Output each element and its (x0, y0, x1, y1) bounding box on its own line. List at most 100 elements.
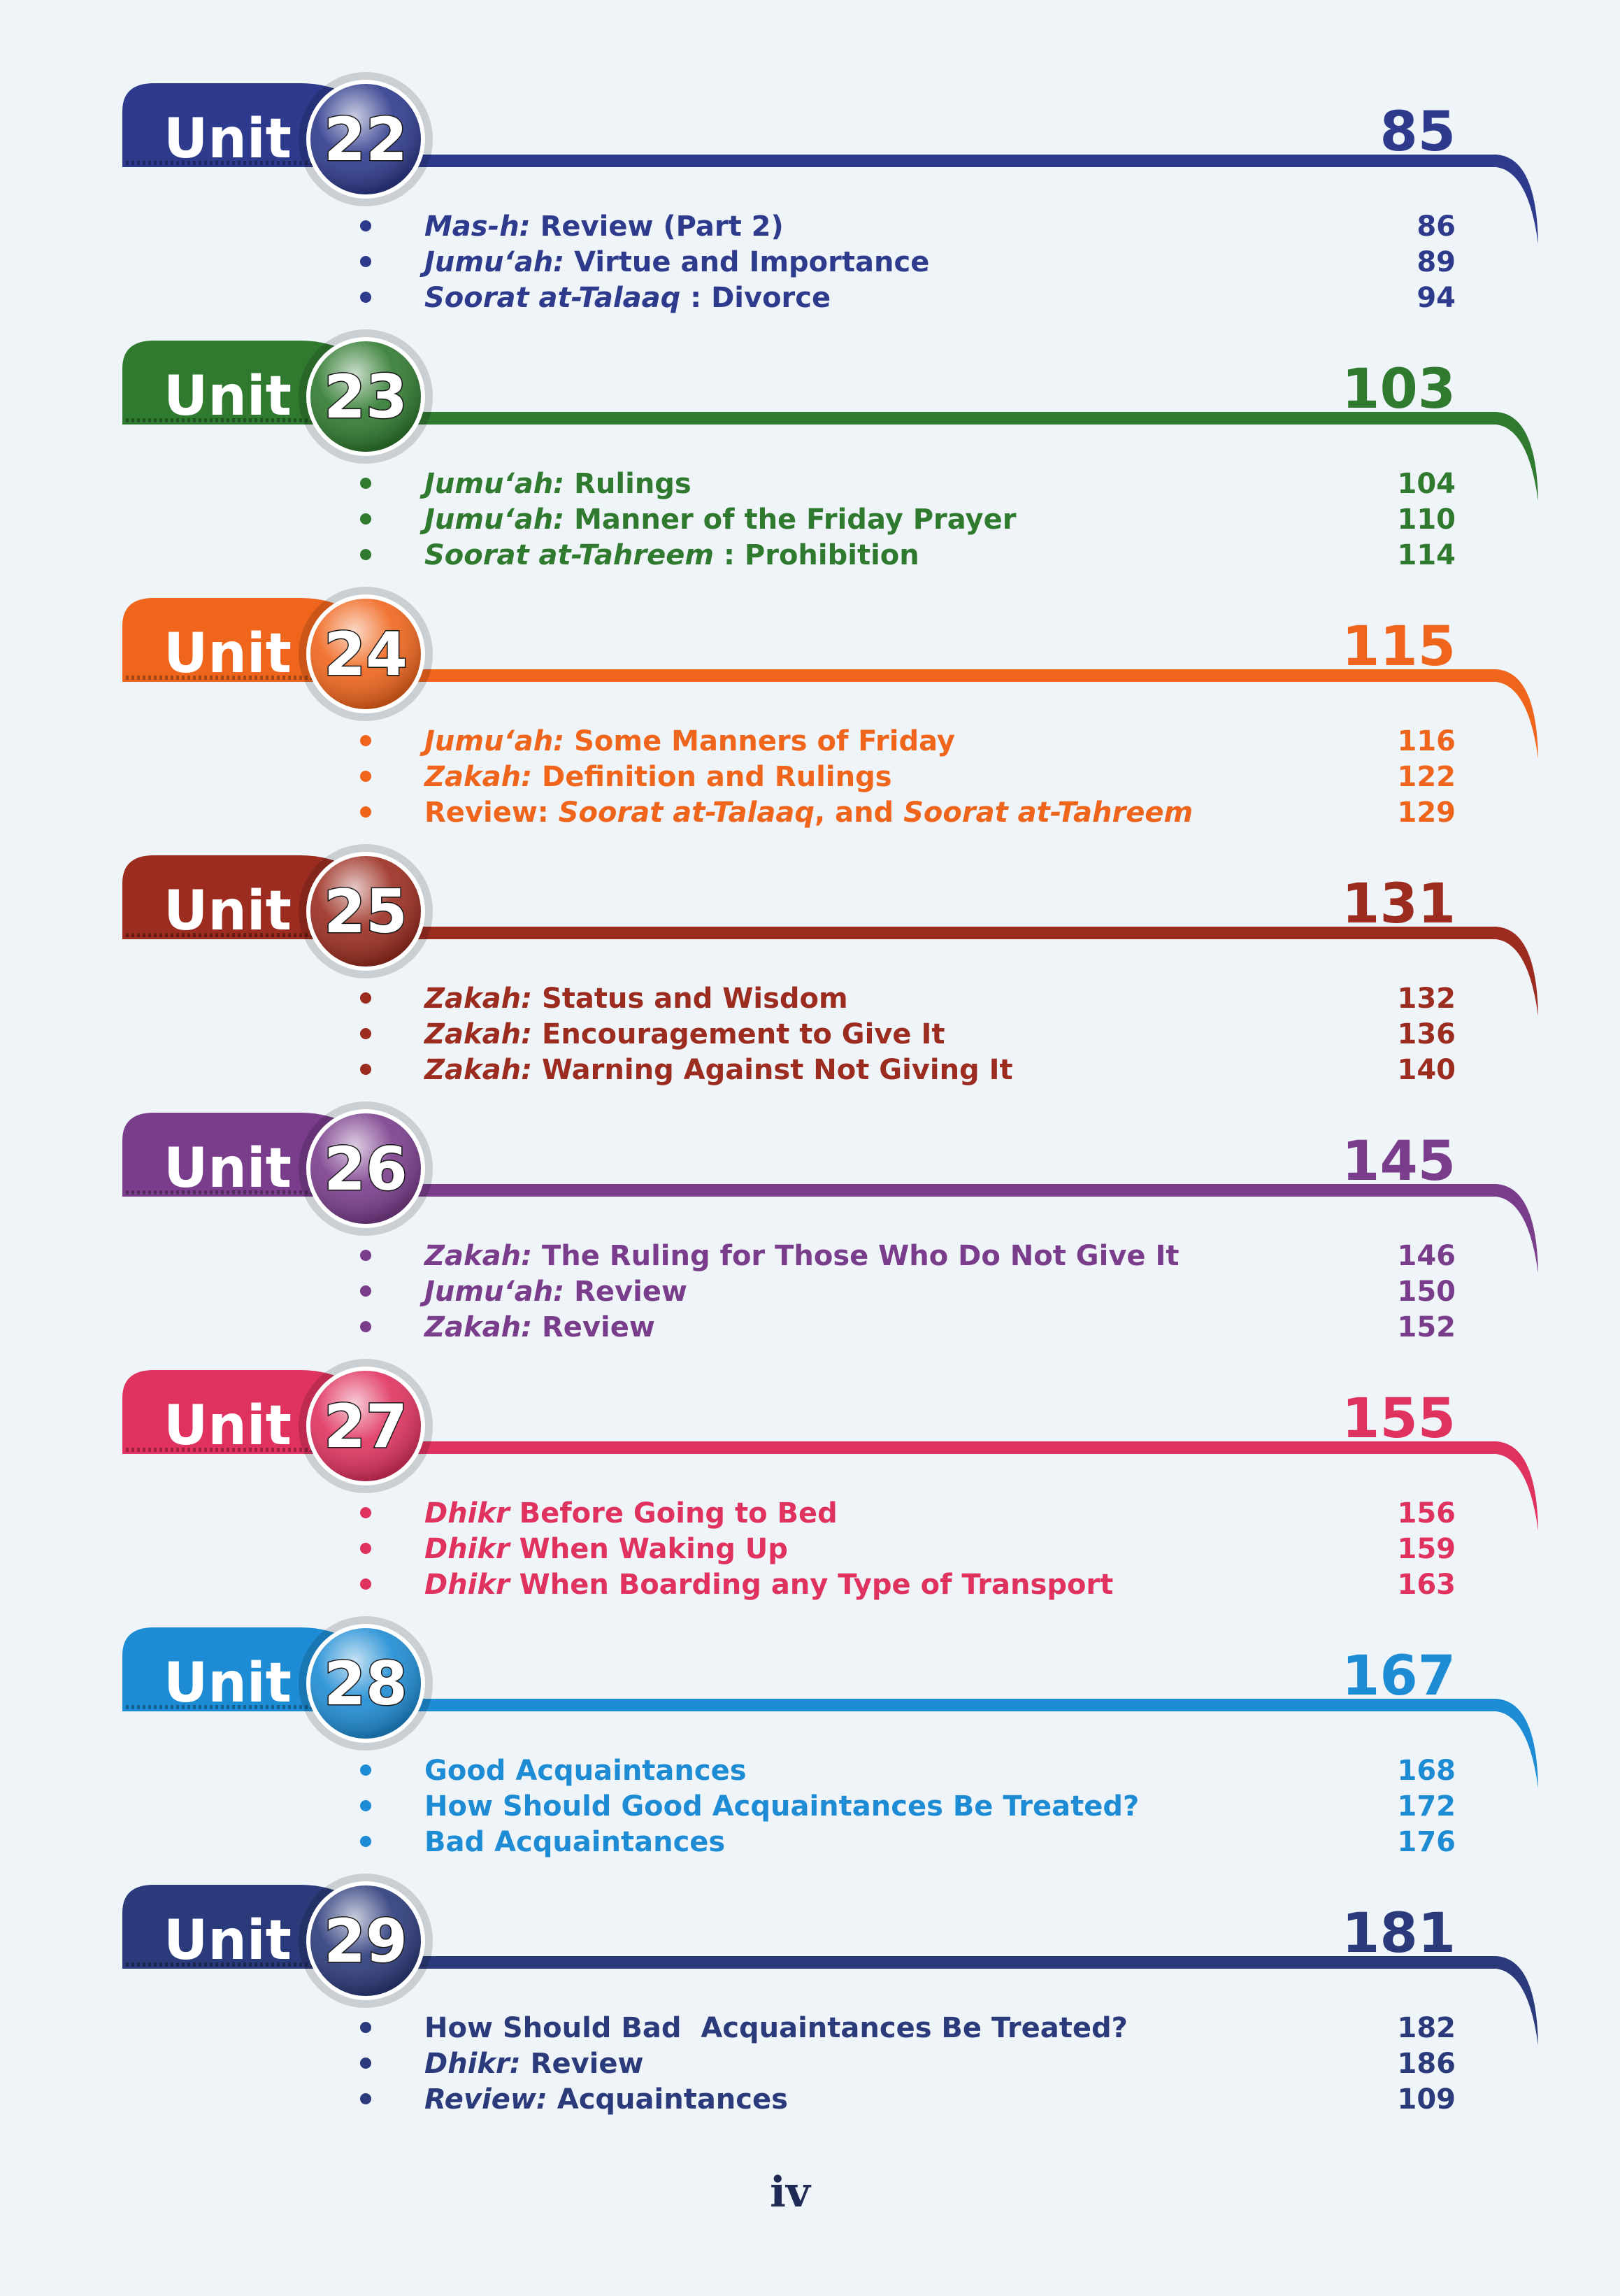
item-title: Good Acquaintances (424, 1755, 747, 1787)
item-segment: How Should Bad Acquaintances Be Treated? (424, 2012, 1128, 2044)
item-segment: Zakah: (423, 1240, 532, 1272)
item-segment: Definition and Rulings (532, 761, 891, 793)
item-segment: How Should Good Acquaintances Be Treated… (424, 1790, 1139, 1823)
item-page: 86 (1417, 211, 1456, 243)
item-page: 104 (1398, 468, 1456, 500)
item-title: Soorat at-Talaaq : Divorce (424, 282, 831, 314)
item-segment: Before Going to Bed (510, 1497, 838, 1530)
bullet (360, 1285, 371, 1297)
item-title: Zakah: Status and Wisdom (423, 983, 848, 1015)
item-segment: Review: (424, 2083, 547, 2116)
bullet (360, 992, 371, 1004)
unit-page: 155 (1342, 1388, 1456, 1450)
unit-number: 26 (324, 1134, 408, 1204)
item-segment: Warning Against Not Giving It (532, 1054, 1013, 1086)
item-title: Dhikr When Boarding any Type of Transpor… (424, 1569, 1113, 1601)
badge-shine (310, 1371, 421, 1481)
item-title: How Should Bad Acquaintances Be Treated? (424, 2012, 1128, 2044)
item-page: 122 (1398, 761, 1456, 793)
item-segment: Zakah: (423, 1018, 532, 1050)
item-segment: When Waking Up (510, 1533, 788, 1565)
item-segment: Review (521, 2048, 644, 2080)
item-title: Bad Acquaintances (424, 1826, 725, 1858)
item-segment: Bad Acquaintances (424, 1826, 725, 1858)
item-title: Zakah: Review (423, 1311, 655, 1343)
item-segment: : Prohibition (714, 539, 919, 571)
bullet (360, 1321, 371, 1332)
bullet (360, 1028, 371, 1039)
unit-block: Unit 27 155 Dhikr Before Going to Bed 156 Dhi… (122, 1359, 1538, 1601)
unit-block: Unit 28 167 Good Acquaintances 168 How Should… (122, 1616, 1538, 1858)
unit-page: 103 (1342, 358, 1456, 421)
unit-word: Unit (164, 365, 292, 428)
item-segment: Zakah: (423, 761, 532, 793)
item-title: Zakah: The Ruling for Those Who Do Not G… (423, 1240, 1179, 1272)
bullet (360, 513, 371, 525)
unit-page: 115 (1342, 615, 1456, 678)
unit-number: 22 (324, 105, 408, 175)
item-page: 182 (1398, 2012, 1456, 2044)
item-page: 136 (1398, 1018, 1456, 1050)
unit-word: Unit (164, 1395, 292, 1457)
item-segment: Manner of the Friday Prayer (564, 504, 1017, 536)
item-segment: Jumu‘ah: (420, 1276, 564, 1308)
item-segment: Dhikr (424, 1569, 511, 1601)
item-segment: Zakah: (423, 1311, 532, 1343)
item-page: 109 (1398, 2083, 1456, 2116)
badge-shine (310, 84, 421, 194)
unit-number: 23 (324, 362, 408, 432)
item-segment: Some Manners of Friday (564, 725, 955, 757)
badge-shine (310, 341, 421, 452)
unit-block: Unit 25 131 Zakah: Status and Wisdom 132 Zaka… (122, 844, 1538, 1086)
item-segment: Zakah: (423, 1054, 532, 1086)
item-page: 114 (1398, 539, 1456, 571)
item-title: Jumu‘ah: Virtue and Importance (420, 246, 929, 278)
unit-block: Unit 24 115 Jumu‘ah: Some Manners of Friday… (122, 587, 1538, 829)
badge-shine (310, 1628, 421, 1739)
item-title: Soorat at-Tahreem : Prohibition (424, 539, 919, 571)
unit-word: Unit (164, 1137, 292, 1200)
unit-word: Unit (164, 1652, 292, 1715)
folio: iv (770, 2168, 812, 2217)
bullet (360, 1800, 371, 1811)
unit-number: 28 (324, 1649, 408, 1719)
item-segment: Good Acquaintances (424, 1755, 747, 1787)
item-segment: When Boarding any Type of Transport (510, 1569, 1114, 1601)
item-page: 159 (1398, 1533, 1456, 1565)
item-segment: Encouragement to Give It (532, 1018, 945, 1050)
item-title: Dhikr Before Going to Bed (424, 1497, 838, 1530)
item-page: 163 (1398, 1569, 1456, 1601)
item-segment: Jumu‘ah: (420, 468, 564, 500)
unit-page: 145 (1342, 1130, 1456, 1193)
item-segment: : Divorce (680, 282, 831, 314)
item-segment: Review: (424, 797, 559, 829)
item-segment: The Ruling for Those Who Do Not Give It (532, 1240, 1179, 1272)
bullet (360, 806, 371, 818)
item-segment: Review (532, 1311, 655, 1343)
item-page: 89 (1417, 246, 1456, 278)
unit-word: Unit (164, 880, 292, 943)
item-page: 129 (1398, 797, 1456, 829)
item-title: Review: Soorat at-Talaaq, and Soorat at-… (424, 797, 1193, 829)
item-page: 152 (1398, 1311, 1456, 1343)
item-segment: Soorat at-Tahreem (424, 539, 714, 571)
bullet (360, 1764, 371, 1776)
item-title: Jumu‘ah: Some Manners of Friday (420, 725, 955, 757)
unit-number: 25 (324, 877, 408, 947)
item-segment: Review (564, 1276, 687, 1308)
bullet (360, 1064, 371, 1075)
bullet (360, 1836, 371, 1847)
item-page: 172 (1398, 1790, 1456, 1823)
item-page: 150 (1398, 1276, 1456, 1308)
bullet (360, 771, 371, 782)
item-segment: Soorat at-Tahreem (903, 797, 1193, 829)
item-title: Jumu‘ah: Manner of the Friday Prayer (420, 504, 1017, 536)
item-segment: Jumu‘ah: (420, 725, 564, 757)
item-page: 176 (1398, 1826, 1456, 1858)
badge-shine (310, 1113, 421, 1224)
item-segment: Review (Part 2) (531, 211, 784, 243)
unit-block: Unit 23 103 Jumu‘ah: Rulings 104 Jumu‘ah: Man… (122, 329, 1538, 571)
bullet (360, 735, 371, 746)
